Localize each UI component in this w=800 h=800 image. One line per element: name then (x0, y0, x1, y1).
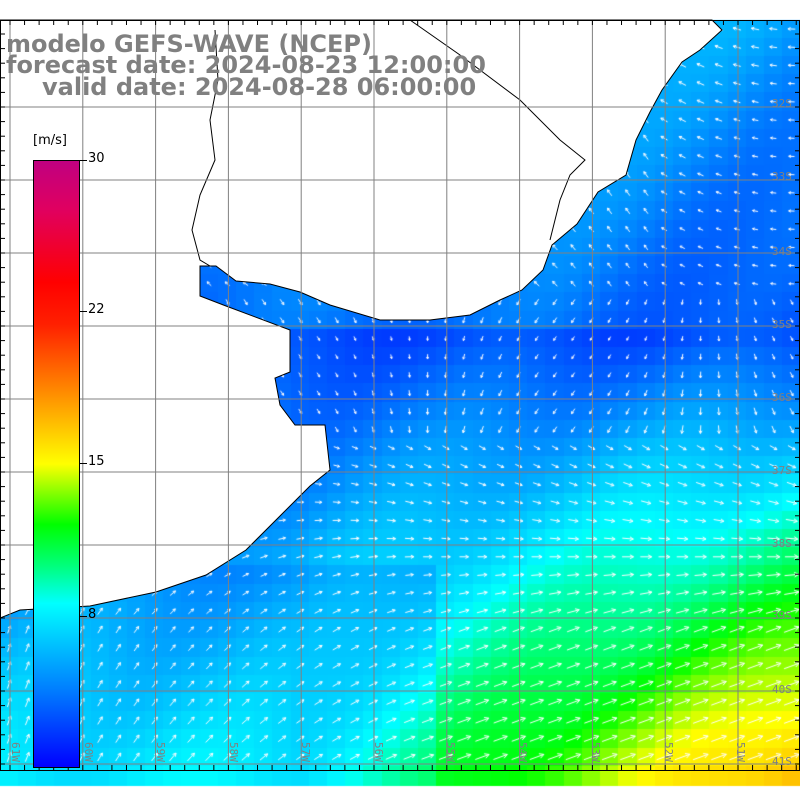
colorbar-label-30: 30 (88, 151, 105, 166)
latitude-label: 37S (772, 464, 792, 477)
latitude-label: 40S (772, 683, 792, 696)
longitude-label: 53W (589, 742, 602, 762)
latitude-label: 34S (772, 245, 792, 258)
colorbar-tick (79, 311, 87, 312)
longitude-label: 51W (734, 742, 747, 762)
longitude-label: 55W (444, 742, 457, 762)
longitude-label: 56W (372, 742, 385, 762)
longitude-label: 60W (82, 742, 95, 762)
uruguay-river-border (191, 29, 219, 267)
colorbar-label-15: 15 (88, 454, 105, 469)
graticule (0, 20, 800, 770)
colorbar (33, 160, 80, 768)
latitude-label: 41S (772, 755, 792, 768)
latitude-label: 36S (772, 391, 792, 404)
longitude-label: 58W (227, 742, 240, 762)
forecast-date: forecast date: 2024-08-23 12:00:00 (6, 51, 486, 79)
longitude-label: 59W (154, 742, 167, 762)
uruguay-brazil-border (409, 19, 586, 241)
latitude-label: 33S (772, 170, 792, 183)
colorbar-units: [m/s] (33, 133, 67, 148)
model-title: modelo GEFS-WAVE (NCEP) (6, 30, 372, 58)
longitude-label: 54W (516, 742, 529, 762)
land-mass (0, 19, 723, 619)
latitude-label: 32S (772, 97, 792, 110)
latitude-label: 39S (772, 609, 792, 622)
longitude-label: 61W (9, 742, 22, 762)
latitude-label: 35S (772, 318, 792, 331)
longitude-label: 57W (299, 742, 312, 762)
colorbar-label-22: 22 (88, 302, 105, 317)
valid-date: valid date: 2024-08-28 06:00:00 (42, 73, 477, 101)
colorbar-label-8: 8 (88, 607, 97, 622)
longitude-label: 52W (662, 742, 675, 762)
colorbar-tick (79, 160, 87, 161)
colorbar-tick (79, 463, 87, 464)
latitude-label: 38S (772, 537, 792, 550)
colorbar-tick (79, 616, 87, 617)
